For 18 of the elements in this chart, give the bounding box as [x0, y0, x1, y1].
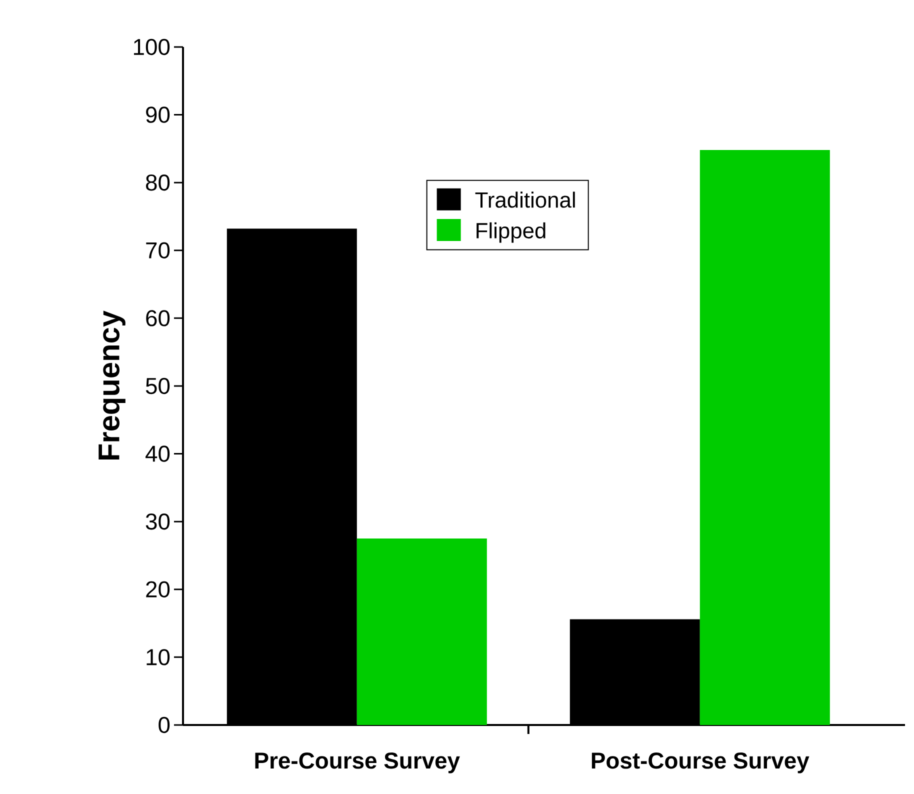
- y-tick-label: 100: [134, 38, 170, 56]
- x-tick-label: Pre-Course Survey: [255, 752, 460, 774]
- y-tick-label: 80: [146, 174, 170, 191]
- y-tick-label: 30: [146, 513, 170, 530]
- legend-label: Flipped: [476, 222, 546, 243]
- y-tick-label: 20: [146, 581, 170, 598]
- y-tick-label: 60: [146, 310, 170, 326]
- x-tick-label: Post-Course Survey: [592, 752, 810, 774]
- y-tick-label: 70: [146, 242, 170, 258]
- y-tick-label: 10: [146, 649, 170, 666]
- y-tick-label: 90: [146, 106, 170, 123]
- bar: [356, 538, 487, 725]
- bar: [700, 150, 830, 725]
- y-axis-title: Frequency: [98, 310, 126, 460]
- y-tick-label: 0: [158, 716, 170, 734]
- y-tick-label: 40: [146, 446, 170, 462]
- y-tick-label: 50: [146, 378, 170, 394]
- legend-label: Traditional: [475, 192, 575, 208]
